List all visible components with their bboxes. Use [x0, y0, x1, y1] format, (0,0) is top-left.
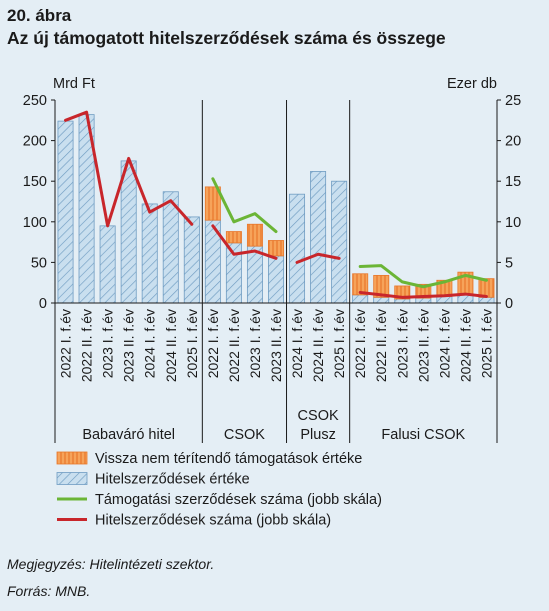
y-right-tick-label: 10 — [505, 215, 521, 231]
x-tick-label: 2023 II. f.év — [268, 309, 284, 382]
line-grant-count — [211, 177, 278, 234]
figure-title: Az új támogatott hitelszerződések száma … — [7, 28, 446, 48]
note: Megjegyzés: Hitelintézeti szektor. — [7, 556, 215, 572]
x-axis-tick-labels: 2022 I. f.év 2022 II. f.év 2023 I. f.év 202… — [58, 309, 495, 382]
bar-loan-value — [331, 180, 348, 304]
x-tick-label: 2024 I. f.év — [289, 309, 305, 378]
bar-grant-value — [415, 283, 432, 299]
x-tick-label: 2023 I. f.év — [394, 309, 410, 378]
x-tick-label: 2023 I. f.év — [247, 309, 263, 378]
axes — [54, 100, 498, 443]
bar-grant-value — [246, 223, 263, 247]
bar-loan-value — [120, 160, 137, 304]
legend-label: Támogatási szerződések száma (jobb skála… — [95, 492, 382, 508]
bar-loan-value — [394, 298, 411, 304]
group-label: CSOK — [298, 408, 339, 424]
y-right-tick-label: 0 — [505, 296, 513, 312]
y-left-tick-label: 150 — [23, 174, 47, 190]
legend-swatch-grant-value — [56, 451, 88, 465]
x-tick-label: 2024 II. f.év — [457, 309, 473, 382]
legend-label: Vissza nem térítendő támogatások értéke — [95, 451, 362, 467]
y-axis-right-ticks: 0 5 10 15 20 25 — [497, 93, 521, 312]
legend-label: Hitelszerződések száma (jobb skála) — [95, 513, 331, 529]
x-tick-label: 2024 II. f.év — [163, 309, 179, 382]
x-tick-label: 2022 II. f.év — [226, 309, 242, 382]
y-right-tick-label: 5 — [505, 255, 513, 271]
bars — [57, 114, 495, 304]
bar-grant-value — [204, 186, 221, 221]
bar-loan-value — [478, 296, 495, 304]
line-loan-count — [295, 252, 341, 264]
group-label-line2: Plusz — [300, 427, 335, 443]
bar-grant-value — [352, 273, 369, 296]
y-axis-left-label: Mrd Ft — [53, 76, 95, 92]
x-tick-label: 2022 II. f.év — [373, 309, 389, 382]
line-loan-count — [358, 290, 488, 299]
line-grant-count — [358, 264, 488, 289]
y-right-tick-label: 25 — [505, 93, 521, 109]
bar-loan-value — [246, 245, 263, 304]
y-right-tick-label: 15 — [505, 174, 521, 190]
x-tick-label: 2025 I. f.év — [478, 309, 494, 378]
x-tick-label: 2022 I. f.év — [352, 309, 368, 378]
x-tick-label: 2025 I. f.év — [331, 309, 347, 378]
x-tick-label: 2024 I. f.év — [436, 309, 452, 378]
figure-number: 20. ábra — [7, 6, 72, 25]
bar-grant-value — [373, 274, 390, 298]
line-loan-count — [64, 110, 194, 228]
source: Forrás: MNB. — [7, 583, 91, 599]
bar-loan-value — [352, 294, 369, 304]
bar-grant-value — [225, 231, 242, 244]
bar-loan-value — [99, 225, 116, 304]
y-left-tick-label: 50 — [31, 255, 47, 271]
group-label: Falusi CSOK — [381, 427, 465, 443]
bar-loan-value — [415, 297, 432, 304]
group-labels: Babaváró hitel CSOK CSOK Plusz Falusi CSOK — [82, 408, 465, 443]
bar-loan-value — [289, 193, 306, 304]
bar-loan-value — [310, 171, 327, 304]
bar-loan-value — [268, 255, 284, 304]
bar-loan-value — [436, 296, 453, 304]
x-tick-label: 2024 II. f.év — [310, 309, 326, 382]
y-left-tick-label: 250 — [23, 93, 47, 109]
x-tick-label: 2022 I. f.év — [205, 309, 221, 378]
y-right-tick-label: 20 — [505, 134, 521, 150]
y-axis-left-ticks: 0 50 100 150 200 250 — [23, 93, 55, 312]
y-left-tick-label: 0 — [39, 296, 47, 312]
x-tick-label: 2024 I. f.év — [142, 309, 158, 378]
y-left-tick-label: 100 — [23, 215, 47, 231]
bar-loan-value — [373, 296, 390, 304]
bar-loan-value — [183, 216, 200, 304]
group-label: Babaváró hitel — [82, 427, 175, 443]
x-tick-label: 2022 I. f.év — [58, 309, 74, 378]
legend: Vissza nem térítendő támogatások értéke H… — [56, 451, 382, 529]
y-axis-right-label: Ezer db — [447, 76, 497, 92]
legend-label: Hitelszerződések értéke — [95, 472, 250, 488]
y-left-tick-label: 200 — [23, 134, 47, 150]
series-lines — [64, 110, 488, 299]
x-tick-label: 2023 II. f.év — [415, 309, 431, 382]
x-tick-label: 2022 II. f.év — [79, 309, 95, 382]
bar-grant-value — [268, 240, 284, 257]
x-tick-label: 2025 I. f.év — [184, 309, 200, 378]
legend-swatch-loan-value — [56, 472, 88, 485]
group-label: CSOK — [224, 427, 265, 443]
x-tick-label: 2023 II. f.év — [121, 309, 137, 382]
bar-loan-value — [141, 203, 158, 304]
x-tick-label: 2023 I. f.év — [100, 309, 116, 378]
bar-loan-value — [57, 120, 74, 304]
line-loan-count — [211, 224, 278, 260]
